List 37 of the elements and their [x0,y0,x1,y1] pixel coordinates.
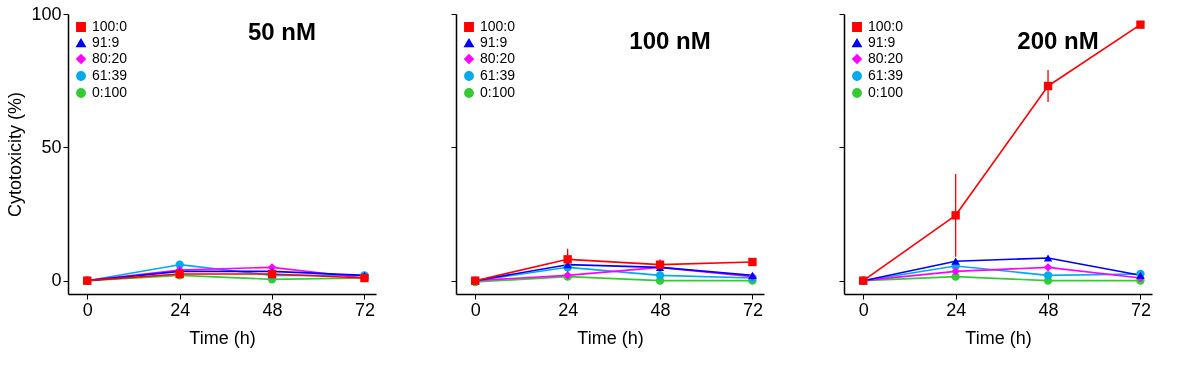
x-tick-label: 48 [262,299,283,320]
legend-label: 80:20 [868,50,904,66]
legend-label: 100:0 [92,18,128,34]
x-tick-label: 72 [354,299,375,320]
legend-label: 80:20 [480,50,516,66]
y-tick-label: 100 [31,3,62,24]
x-axis-title: Time (h) [577,327,644,348]
x-tick-label: 24 [170,299,191,320]
x-tick-label: 48 [1038,299,1059,320]
x-tick-label: 0 [470,299,481,320]
x-tick-label: 24 [946,299,967,320]
legend-label: 0:100 [92,84,128,100]
legend-label: 91:9 [480,34,508,50]
x-tick-label: 24 [558,299,579,320]
legend-label: 80:20 [92,50,128,66]
chart-title: 50 nM [247,18,317,45]
x-axis-title: Time (h) [189,327,256,348]
legend-label: 61:39 [92,67,128,83]
x-tick-label: 0 [82,299,93,320]
legend-label: 0:100 [868,84,904,100]
legend-label: 91:9 [92,34,120,50]
legend-label: 61:39 [480,67,516,83]
legend-label: 100:0 [868,18,904,34]
x-tick-label: 0 [858,299,869,320]
x-tick-label: 72 [742,299,763,320]
x-tick-label: 72 [1130,299,1151,320]
y-axis-title: Cytotoxicity (%) [5,91,26,218]
text: 200 nM [1017,26,1099,54]
legend-label: 100:0 [480,18,516,34]
legend-label: 91:9 [868,34,896,50]
legend-label: 0:100 [480,84,516,100]
legend-label: 61:39 [868,67,904,83]
x-axis-title: Time (h) [965,327,1032,348]
x-tick-label: 48 [650,299,671,320]
y-tick-label: 0 [51,270,62,291]
y-tick-label: 50 [41,136,62,157]
text: 100 nM [629,26,711,54]
